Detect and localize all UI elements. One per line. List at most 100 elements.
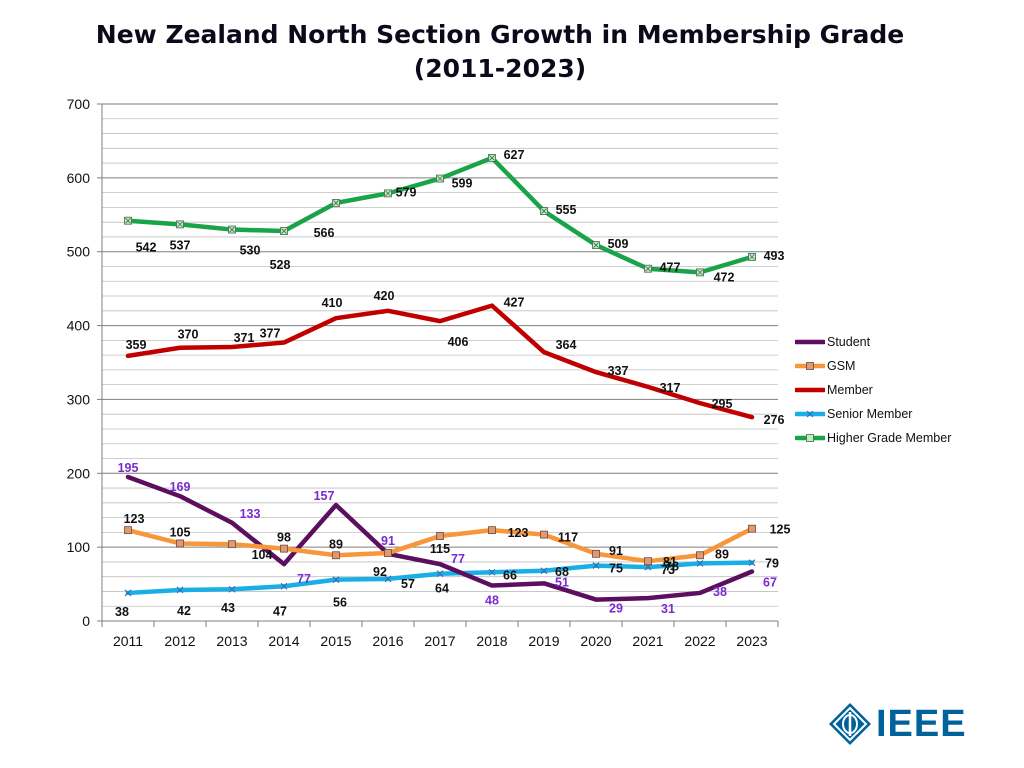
data-point-marker bbox=[280, 582, 288, 590]
data-label: 92 bbox=[373, 565, 387, 579]
data-label: 91 bbox=[609, 544, 623, 558]
data-label: 48 bbox=[485, 594, 499, 608]
data-point-marker bbox=[332, 551, 340, 560]
data-point-marker bbox=[124, 589, 132, 597]
data-label: 420 bbox=[374, 289, 395, 303]
chart-title: New Zealand North Section Growth in Memb… bbox=[0, 18, 1000, 86]
data-label: 530 bbox=[240, 244, 261, 258]
x-tick-label: 2017 bbox=[424, 633, 455, 649]
data-label: 115 bbox=[430, 542, 450, 556]
x-tick-label: 2012 bbox=[164, 633, 195, 649]
data-label: 89 bbox=[715, 547, 729, 561]
data-point-marker-cross bbox=[125, 217, 131, 224]
legend-item: Student bbox=[795, 330, 951, 354]
x-tick-label: 2023 bbox=[736, 633, 767, 649]
data-point-marker bbox=[644, 557, 652, 566]
data-point-marker-cross bbox=[645, 265, 651, 272]
y-tick-label: 600 bbox=[67, 170, 91, 186]
y-tick-label: 400 bbox=[67, 318, 91, 334]
data-point-marker-cross bbox=[593, 242, 599, 248]
data-point-marker bbox=[228, 585, 236, 593]
data-label: 359 bbox=[126, 338, 147, 352]
legend-item: Higher Grade Member bbox=[795, 426, 951, 450]
data-label: 43 bbox=[221, 601, 235, 615]
x-tick-label: 2021 bbox=[632, 633, 663, 649]
data-label: 38 bbox=[115, 605, 129, 619]
data-label: 195 bbox=[118, 461, 139, 475]
data-label: 528 bbox=[270, 258, 291, 272]
data-label: 66 bbox=[503, 568, 517, 582]
legend-swatch bbox=[795, 434, 825, 442]
legend-label: Senior Member bbox=[827, 407, 913, 421]
chart-legend: Student GSM Member Senior Member Higher Grad… bbox=[795, 330, 951, 450]
y-tick-label: 100 bbox=[67, 539, 91, 555]
data-point-marker-cross bbox=[333, 200, 339, 206]
data-point-marker-cross bbox=[385, 190, 391, 197]
legend-label: Member bbox=[827, 383, 873, 397]
data-point-marker-cross bbox=[541, 208, 547, 214]
data-point-marker bbox=[592, 549, 600, 558]
x-tick-label: 2016 bbox=[372, 633, 403, 649]
data-point-marker bbox=[748, 559, 756, 567]
data-label: 169 bbox=[170, 480, 191, 494]
x-tick-label: 2019 bbox=[528, 633, 559, 649]
data-label: 542 bbox=[136, 241, 157, 255]
data-label: 42 bbox=[177, 604, 191, 618]
data-label: 364 bbox=[556, 338, 577, 352]
data-label: 477 bbox=[660, 261, 681, 275]
data-point-marker-cross bbox=[229, 226, 235, 233]
data-label: 377 bbox=[260, 327, 281, 341]
data-label: 295 bbox=[712, 397, 733, 411]
x-tick-label: 2013 bbox=[216, 633, 247, 649]
data-label: 91 bbox=[381, 534, 395, 548]
data-label: 29 bbox=[609, 602, 623, 616]
data-label: 56 bbox=[333, 596, 347, 610]
data-label: 123 bbox=[124, 512, 145, 526]
data-label: 105 bbox=[170, 525, 191, 539]
data-label: 493 bbox=[764, 249, 785, 263]
ieee-diamond-icon bbox=[829, 703, 871, 745]
data-label: 410 bbox=[322, 296, 343, 310]
data-label: 317 bbox=[660, 381, 681, 395]
data-point-marker bbox=[124, 526, 132, 535]
chart-title-line2: (2011-2023) bbox=[413, 54, 587, 83]
data-point-marker bbox=[436, 532, 444, 540]
chart-title-line1: New Zealand North Section Growth in Memb… bbox=[95, 20, 905, 49]
data-label: 537 bbox=[170, 238, 191, 252]
data-label: 31 bbox=[661, 602, 675, 616]
legend-swatch bbox=[795, 339, 825, 345]
data-point-marker bbox=[176, 539, 184, 548]
data-label: 627 bbox=[504, 148, 525, 162]
data-label: 566 bbox=[314, 226, 335, 240]
x-tick-label: 2014 bbox=[268, 633, 299, 649]
data-label: 73 bbox=[661, 563, 675, 577]
x-tick-label: 2022 bbox=[684, 633, 715, 649]
data-label: 81 bbox=[663, 555, 677, 569]
data-label: 47 bbox=[273, 604, 287, 618]
x-tick-label: 2015 bbox=[320, 633, 351, 649]
data-label: 77 bbox=[451, 552, 465, 566]
data-label: 371 bbox=[234, 331, 255, 345]
data-label: 79 bbox=[765, 557, 779, 571]
data-point-marker bbox=[540, 530, 548, 539]
legend-label: GSM bbox=[827, 359, 856, 373]
data-label: 117 bbox=[558, 531, 578, 545]
data-label: 68 bbox=[555, 565, 569, 579]
data-point-marker-cross bbox=[177, 221, 183, 228]
ieee-logo-text: IEEE bbox=[876, 703, 967, 745]
data-point-marker-cross bbox=[489, 155, 495, 161]
legend-item: Member bbox=[795, 378, 951, 402]
data-point-marker bbox=[540, 567, 548, 575]
data-label: 427 bbox=[504, 296, 525, 310]
data-point-marker bbox=[176, 586, 184, 594]
y-tick-label: 200 bbox=[67, 465, 91, 481]
legend-swatch bbox=[795, 387, 825, 393]
data-point-marker bbox=[592, 562, 600, 570]
y-tick-label: 500 bbox=[67, 244, 91, 260]
data-point-marker bbox=[488, 568, 496, 576]
data-label: 472 bbox=[714, 270, 735, 284]
y-tick-label: 300 bbox=[67, 391, 91, 407]
series-line-member bbox=[125, 303, 755, 420]
data-point-marker-cross bbox=[749, 254, 755, 260]
